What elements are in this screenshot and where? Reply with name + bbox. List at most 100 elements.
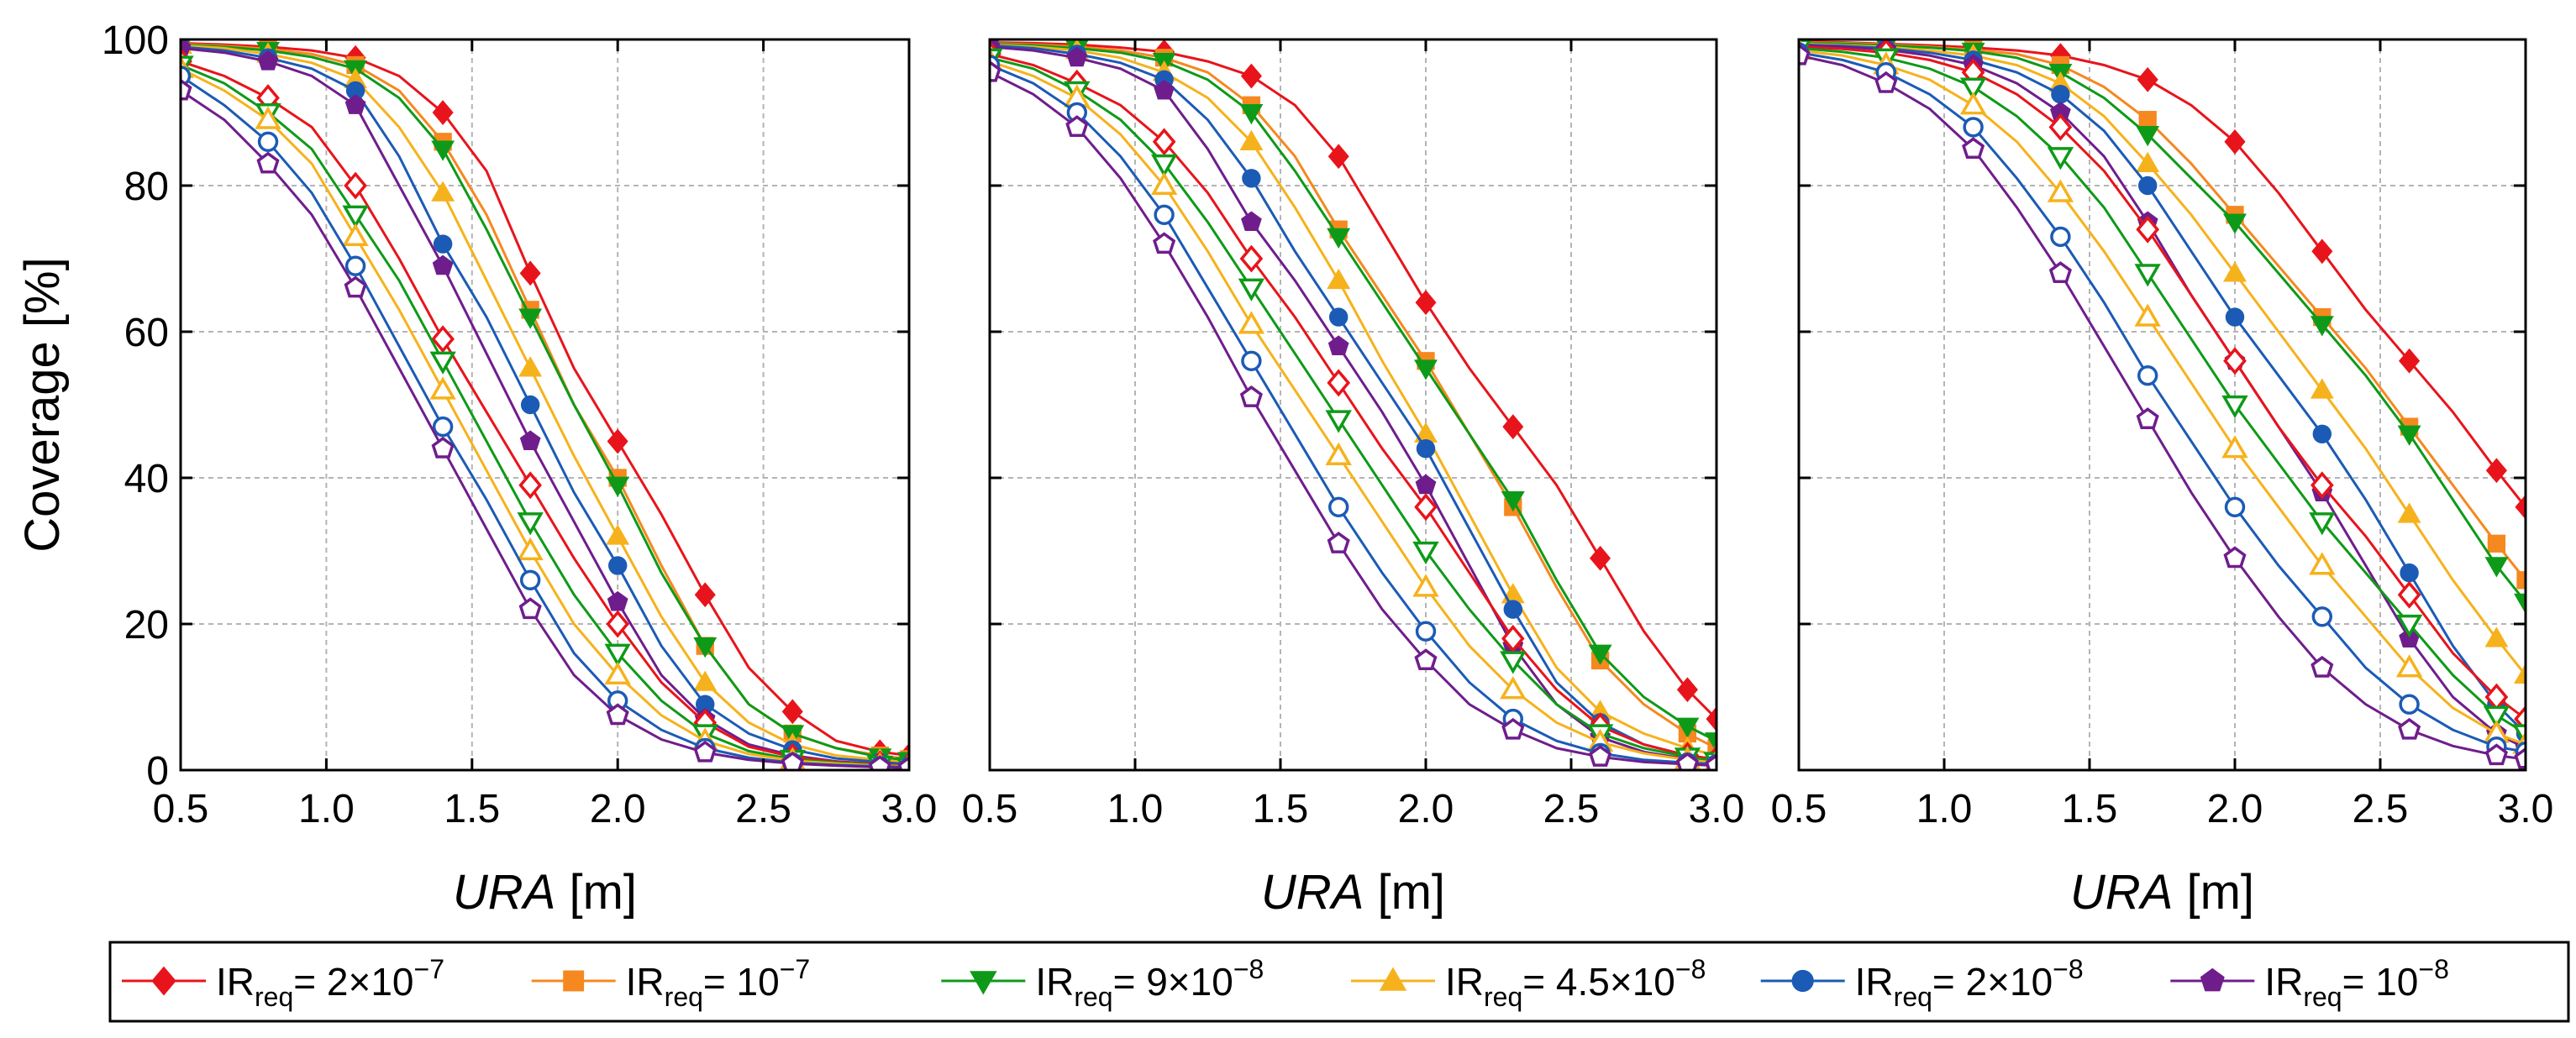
- series-line: [181, 41, 909, 758]
- plot-frame: [1797, 38, 2527, 772]
- data-point: [1329, 307, 1348, 327]
- panel-left: 0.5 1.0 1.5 2.0 2.5 3.0 0 20 40 60 80 100 URA [m]: [102, 18, 937, 920]
- data-point: [1502, 414, 1524, 440]
- x-tick-label: 2.0: [1398, 787, 1454, 831]
- data-point: [1874, 71, 1898, 93]
- data-point: [2515, 494, 2526, 520]
- data-point: [1415, 621, 1437, 642]
- legend-name: IR: [1035, 960, 1074, 1004]
- legend-name: IR: [216, 960, 255, 1004]
- data-point: [1242, 169, 1261, 188]
- data-point: [604, 661, 631, 685]
- data-point: [2223, 261, 2247, 282]
- data-point: [1501, 624, 1525, 653]
- y-tick-label: 20: [124, 603, 169, 647]
- series-left-5: [181, 39, 909, 770]
- data-point: [2138, 111, 2157, 129]
- data-point: [257, 131, 279, 153]
- data-point: [2136, 407, 2159, 429]
- x-tick-label: 2.5: [1543, 787, 1600, 831]
- series-line: [990, 41, 1716, 750]
- data-point: [520, 395, 540, 415]
- data-point: [433, 234, 453, 254]
- legend-exp: −7: [414, 954, 444, 984]
- data-point: [2400, 563, 2419, 583]
- series-left-8: [181, 55, 909, 770]
- x-tick-label: 0.5: [962, 787, 1018, 831]
- data-point: [2312, 424, 2332, 443]
- legend-label: IRreq= 2×10−7: [216, 954, 444, 1012]
- data-point: [1154, 204, 1175, 226]
- series-right-10: [1799, 43, 2526, 769]
- data-point: [2050, 226, 2071, 248]
- data-point: [518, 356, 543, 377]
- legend-exp: −7: [780, 954, 810, 984]
- data-point: [1412, 541, 1439, 565]
- series-line: [181, 75, 909, 768]
- series-line: [181, 67, 909, 768]
- data-point: [429, 351, 456, 375]
- x-tick-label: 2.0: [590, 787, 646, 831]
- legend-entry-3: IRreq= 4.5×10−8: [1351, 954, 1706, 1012]
- x-tick-label: 3.0: [881, 787, 938, 831]
- data-point: [2048, 261, 2072, 283]
- data-point: [2138, 176, 2158, 196]
- data-point: [607, 590, 628, 611]
- data-point: [1416, 439, 1436, 459]
- data-point: [2485, 458, 2507, 484]
- data-point: [1150, 171, 1178, 196]
- x-tick-label: 0.5: [153, 787, 209, 831]
- data-point: [2514, 593, 2526, 615]
- data-point: [2136, 126, 2160, 147]
- data-point: [1963, 117, 1984, 138]
- data-point: [2399, 694, 2420, 715]
- data-point: [2398, 717, 2421, 740]
- legend-label: IRreq= 9×10−8: [1035, 954, 1264, 1012]
- x-tick-label: 2.5: [735, 787, 791, 831]
- data-point: [1239, 103, 1264, 125]
- data-point: [1676, 677, 1698, 703]
- data-point: [1154, 79, 1175, 100]
- legend-exp: −8: [2418, 954, 2448, 984]
- data-point: [607, 428, 628, 454]
- series-left-9: [181, 66, 909, 770]
- legend-entry-5: IRreq= 10−8: [2170, 954, 2449, 1012]
- y-axis-label: Coverage [%]: [15, 257, 70, 552]
- x-axis-label: URA [m]: [453, 865, 637, 920]
- data-point: [2397, 425, 2421, 446]
- data-point: [344, 94, 366, 114]
- panel-right: 0.5 1.0 1.5 2.0 2.5 3.0 URA [m]: [1771, 38, 2553, 920]
- series-group-right: [1799, 39, 2526, 769]
- data-point: [519, 430, 541, 451]
- data-point: [1414, 493, 1438, 522]
- legend-marker: [1791, 969, 1814, 993]
- data-point: [606, 476, 630, 497]
- legend-exp: −8: [2053, 954, 2083, 984]
- series-left-4: [181, 39, 909, 770]
- data-point: [868, 755, 891, 770]
- data-point: [432, 254, 454, 275]
- data-point: [1501, 491, 1525, 512]
- series-middle-7: [990, 48, 1716, 770]
- data-point: [2484, 557, 2509, 578]
- data-point: [1414, 359, 1438, 380]
- series-line: [181, 43, 909, 763]
- series-line: [1799, 44, 2526, 750]
- legend-value: = 2×10: [293, 960, 413, 1004]
- series-line: [990, 42, 1716, 742]
- data-point: [2136, 151, 2160, 173]
- data-point: [2225, 307, 2245, 327]
- legend-value: = 4.5×10: [1522, 960, 1675, 1004]
- x-axis-label-main: URA: [2070, 865, 2173, 920]
- data-point: [431, 436, 455, 459]
- data-point: [1959, 77, 1987, 101]
- legend-marker: [563, 970, 585, 992]
- data-point: [2224, 128, 2246, 155]
- legend-marker: [2200, 967, 2225, 992]
- data-point: [2047, 179, 2074, 202]
- x-axis-label-unit: [m]: [2173, 865, 2254, 920]
- data-point: [2221, 435, 2248, 459]
- x-axis-label-unit: [m]: [555, 865, 637, 920]
- data-point: [1239, 385, 1263, 407]
- x-axis-label: URA [m]: [1261, 865, 1445, 920]
